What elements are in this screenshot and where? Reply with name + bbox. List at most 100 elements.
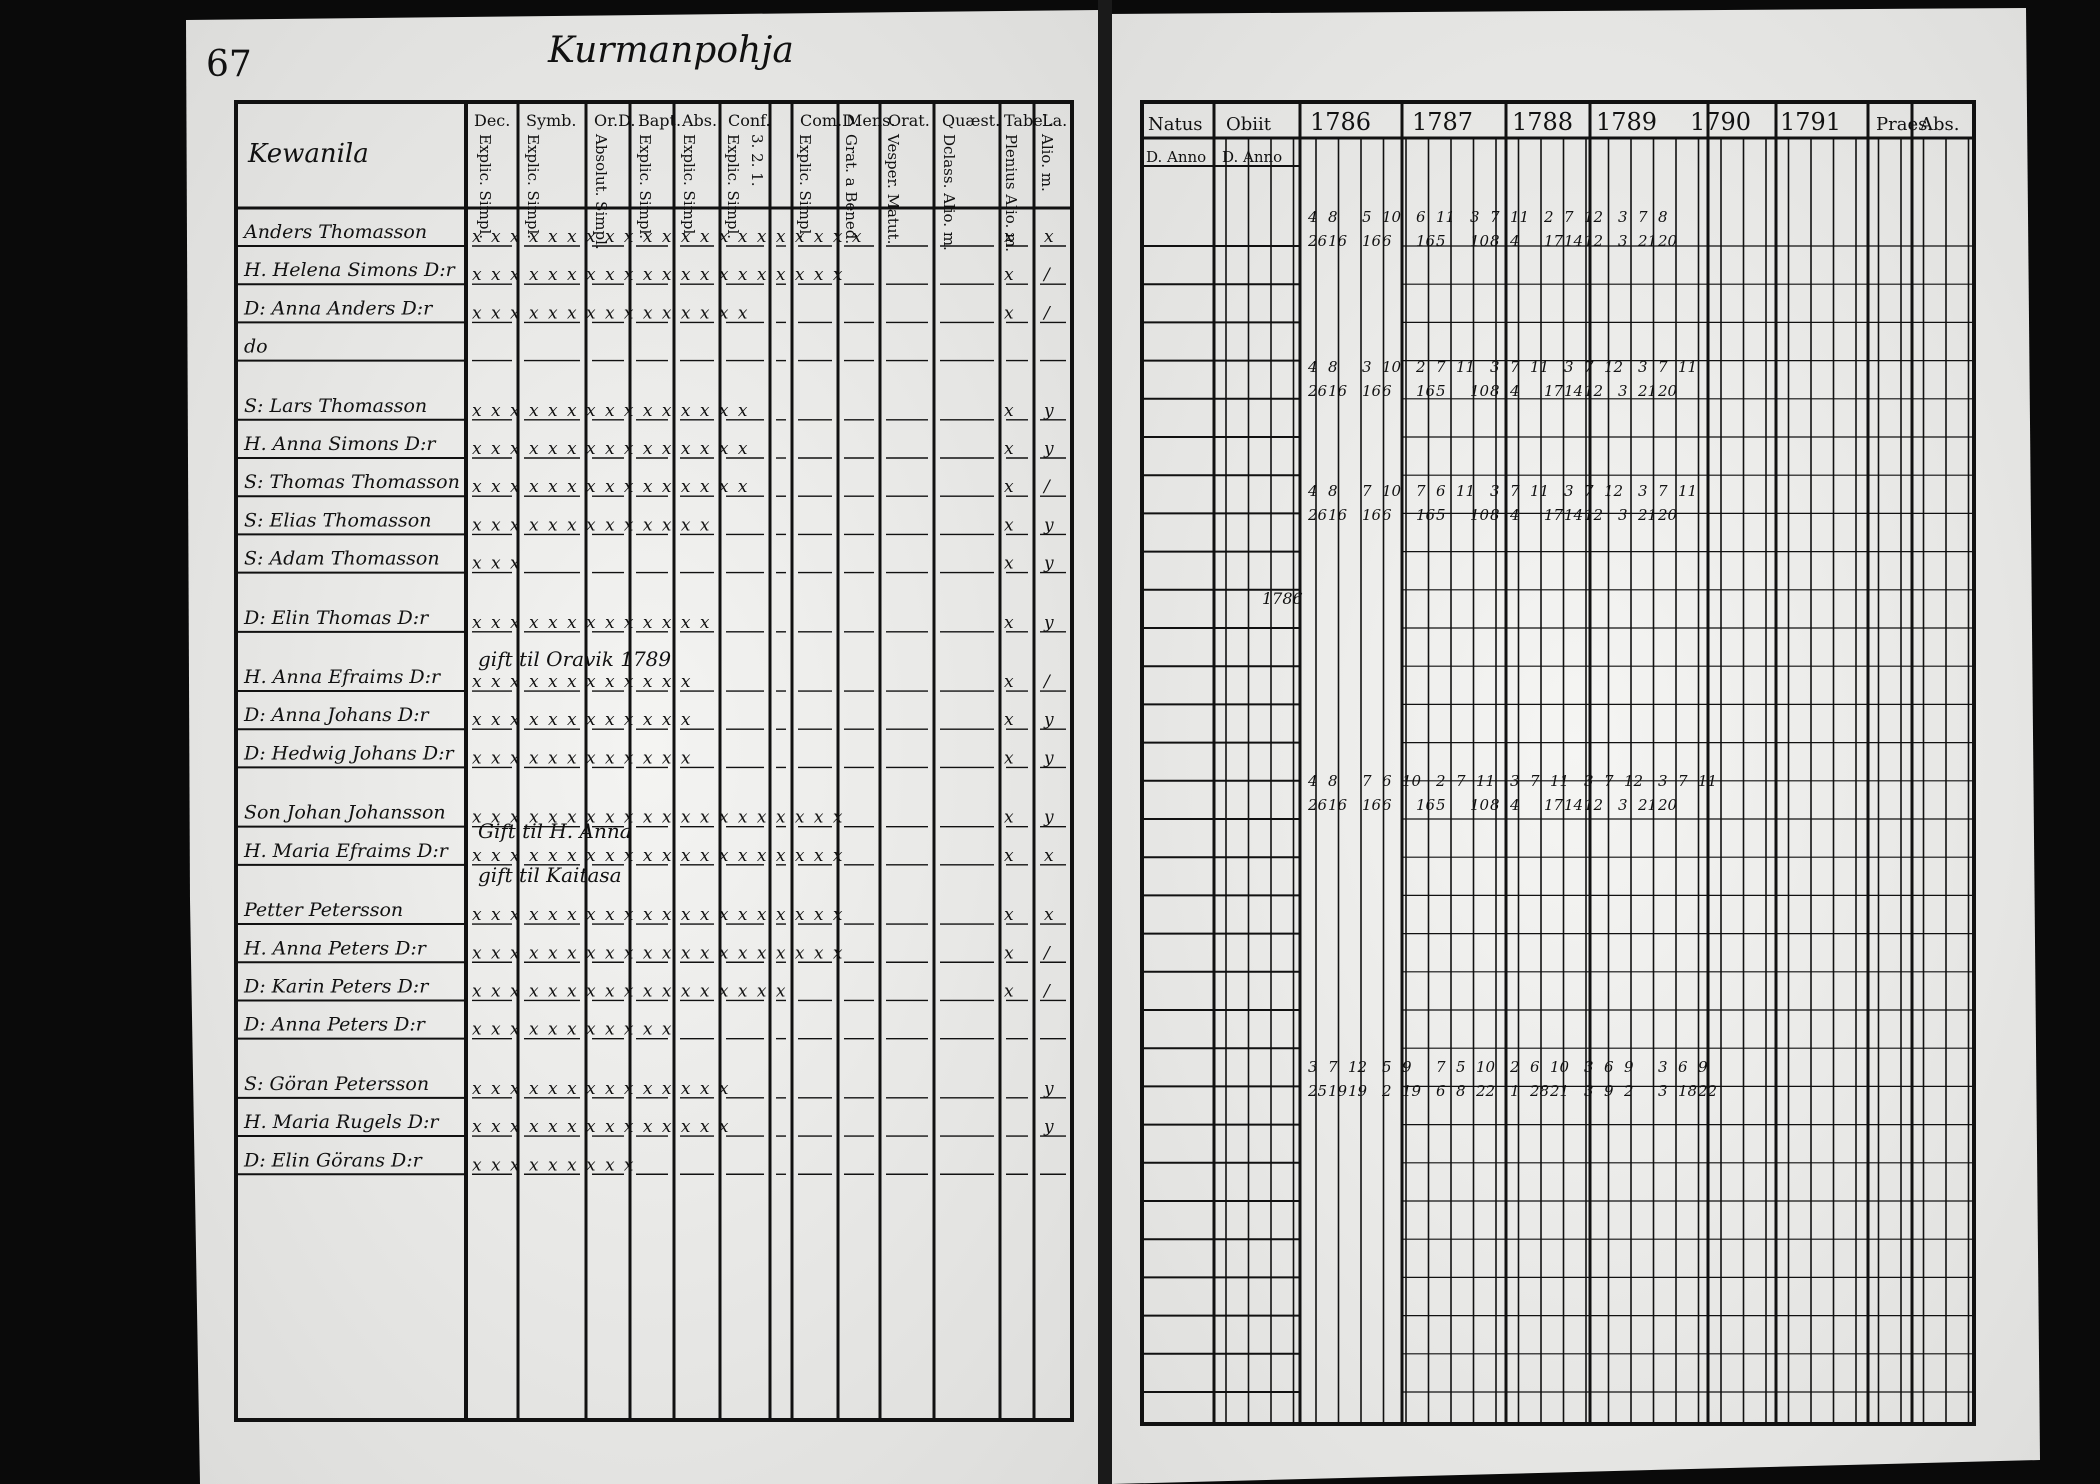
date-number: 8 [1328, 482, 1338, 500]
la-mark: y [1043, 613, 1054, 633]
register-header: Praes. [1876, 114, 1933, 135]
date-number: 10 [1476, 1058, 1496, 1076]
person-name: H. Helena Simons D:r [243, 259, 457, 281]
date-number: 12 [1584, 796, 1603, 814]
catechism-marks: x x x x x x x x x x x x x x x [472, 477, 749, 497]
village-title: Kurmanpohja [547, 30, 794, 71]
date-number: 2 [1381, 1082, 1392, 1100]
date-number: 21 [1637, 796, 1657, 814]
date-number: 3 [1618, 506, 1628, 524]
date-number: 10 [1550, 1058, 1570, 1076]
date-number: 7 [1436, 1058, 1446, 1076]
date-number: 4 [1509, 232, 1520, 250]
date-number: 3 [1510, 772, 1520, 790]
register-header: 1789 [1596, 108, 1657, 136]
date-number: 18 [1678, 1082, 1697, 1100]
catechism-marks: x x x x x x x x x x x x x x x [472, 401, 749, 421]
date-number: 20 [1657, 232, 1678, 250]
la-mark: y [1043, 515, 1054, 535]
tabel-mark: x [1004, 981, 1014, 1001]
date-number: 20 [1657, 796, 1678, 814]
person-name: H. Anna Simons D:r [243, 433, 437, 455]
date-number: 4 [1307, 482, 1318, 500]
date-number: 17 [1544, 506, 1564, 524]
attendance-dates-block: 4 8 5 10 6 11 3 7 11 2 7 12 3 7 826 16 16 6 16 5 10 8 4 17 14 12 3… [1307, 208, 1678, 250]
date-number: 21 [1637, 232, 1657, 250]
person-name: Son Johan Johansson [244, 802, 446, 824]
date-number: 5 [1436, 506, 1446, 524]
date-number: 7 [1564, 208, 1574, 226]
person-name: D: Anna Johans D:r [243, 704, 431, 726]
date-number: 2 [1623, 1082, 1634, 1100]
date-number: 6 [1436, 482, 1446, 500]
date-number: 14 [1564, 796, 1583, 814]
date-number: 3 [1618, 382, 1628, 400]
date-number: 6 [1604, 1058, 1614, 1076]
column-header: Orat. [888, 111, 930, 130]
date-number: 26 [1307, 232, 1328, 250]
date-number: 8 [1490, 232, 1500, 250]
date-number: 11 [1510, 208, 1529, 226]
date-number: 4 [1509, 796, 1520, 814]
date-number: 6 [1416, 208, 1426, 226]
date-number: 5 [1436, 382, 1446, 400]
date-number: 21 [1549, 1082, 1569, 1100]
date-number: 7 [1328, 1058, 1338, 1076]
date-number: 12 [1624, 772, 1643, 790]
catechism-marks: x x x x x x x x x x x x x x x x x x x x [472, 846, 844, 866]
person-name: S: Thomas Thomasson [244, 471, 460, 493]
date-number: 4 [1307, 358, 1318, 376]
date-number: 17 [1544, 232, 1564, 250]
tabel-mark: x [1004, 439, 1014, 459]
date-number: 19 [1328, 1082, 1348, 1100]
date-number: 20 [1657, 382, 1678, 400]
column-header: Quæst. [942, 111, 1000, 130]
date-number: 12 [1584, 506, 1603, 524]
column-header: Conf. [728, 111, 771, 130]
person-name: D: Karin Peters D:r [243, 975, 430, 997]
catechism-marks: x x x x x x x x x x x [472, 1020, 674, 1040]
la-mark: y [1043, 401, 1054, 421]
column-subheader: Plenius Alio. m. [1002, 134, 1020, 252]
tabel-mark: x [1004, 846, 1014, 866]
date-number: 12 [1584, 382, 1603, 400]
column-header: La. [1042, 111, 1067, 130]
attendance-dates-block: 3 7 12 5 9 7 5 10 2 6 10 3 6 9 3 6 925 19 19 2 19 6 8 22 1 28 21 3 9… [1307, 1058, 1717, 1100]
date-number: 6 [1382, 232, 1392, 250]
date-number: 3 [1638, 482, 1648, 500]
register-header: Abs. [1919, 114, 1959, 135]
date-number: 11 [1476, 772, 1495, 790]
date-number: 3 [1658, 1082, 1668, 1100]
column-header: Symb. [526, 111, 577, 130]
person-name: S: Göran Petersson [244, 1073, 429, 1095]
anno-note: 1786 [1262, 589, 1303, 608]
date-number: 10 [1382, 482, 1402, 500]
date-number: 11 [1698, 772, 1717, 790]
date-number: 7 [1658, 358, 1668, 376]
person-name: Anders Thomasson [242, 221, 427, 243]
la-mark: y [1043, 808, 1054, 828]
date-number: 4 [1307, 772, 1318, 790]
date-number: 25 [1307, 1082, 1327, 1100]
person-name: do [244, 336, 268, 358]
date-number: 9 [1402, 1058, 1412, 1076]
tabel-mark: x [1004, 303, 1014, 323]
date-number: 17 [1544, 382, 1564, 400]
person-name: H. Maria Efraims D:r [243, 840, 450, 862]
tabel-mark: x [1004, 710, 1014, 730]
date-number: 10 [1470, 382, 1490, 400]
catechism-marks: x x x x x x x x x x x x x x x x x x x x … [472, 227, 863, 247]
date-number: 4 [1307, 208, 1318, 226]
date-number: 8 [1658, 208, 1668, 226]
date-number: 3 [1584, 1058, 1594, 1076]
date-number: 5 [1456, 1058, 1466, 1076]
date-number: 6 [1382, 382, 1392, 400]
date-number: 8 [1328, 208, 1338, 226]
date-number: 16 [1416, 506, 1436, 524]
catechism-marks: x x x x x x x x x x x x x x x x x x x x [472, 905, 844, 925]
date-number: 5 [1436, 796, 1446, 814]
la-mark: / [1042, 981, 1052, 1001]
catechism-marks: x x x x x x x x x x x x [472, 710, 693, 730]
la-mark: y [1043, 1079, 1054, 1099]
